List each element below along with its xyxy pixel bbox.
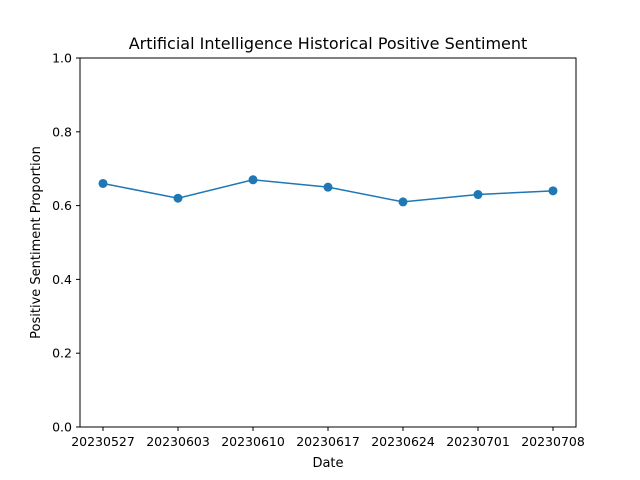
- plot-frame: [79, 57, 577, 428]
- data-point: [248, 175, 258, 185]
- data-point: [398, 197, 408, 207]
- y-tick-label: 0.6: [52, 198, 72, 213]
- y-axis-ticks: 0.0 0.2 0.4 0.6 0.8 1.0: [52, 51, 80, 435]
- x-tick-label: 20230610: [221, 434, 285, 449]
- x-tick-label: 20230624: [371, 434, 435, 449]
- data-point: [173, 193, 183, 203]
- plot-area: [98, 175, 558, 207]
- data-point: [323, 182, 333, 192]
- y-tick-label: 0.4: [52, 272, 72, 287]
- x-axis-label: Date: [312, 456, 343, 471]
- y-tick-label: 1.0: [52, 51, 72, 66]
- x-tick-label: 20230527: [71, 434, 135, 449]
- y-tick-label: 0.0: [52, 420, 72, 435]
- chart-title: Artificial Intelligence Historical Posit…: [129, 34, 528, 53]
- x-tick-label: 20230617: [296, 434, 360, 449]
- y-tick-label: 0.2: [52, 346, 72, 361]
- data-point: [548, 186, 558, 196]
- data-point: [473, 190, 483, 200]
- data-point: [98, 178, 108, 188]
- x-tick-label: 20230701: [446, 434, 510, 449]
- y-tick-label: 0.8: [52, 124, 72, 139]
- x-tick-label: 20230708: [521, 434, 585, 449]
- x-tick-label: 20230603: [146, 434, 210, 449]
- y-axis-label: Positive Sentiment Proportion: [29, 146, 44, 339]
- x-axis-ticks: 20230527 20230603 20230610 20230617 20230624…: [71, 427, 585, 449]
